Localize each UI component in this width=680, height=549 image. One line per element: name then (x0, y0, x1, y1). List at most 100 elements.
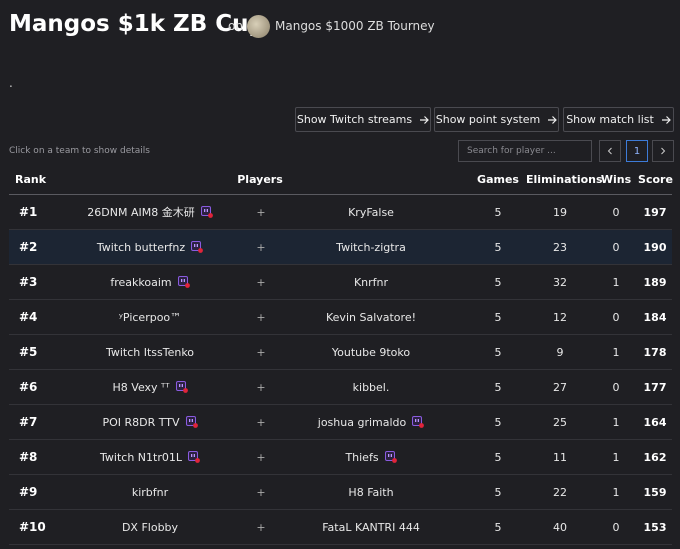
player-cell: Kevin Salvatore! (292, 299, 451, 335)
team-row[interactable]: #5 Twitch ItssTenko + Youtube 9toko 5 9 1 178 (9, 334, 673, 370)
eliminations: 12 (526, 299, 595, 335)
separator: + (230, 229, 292, 265)
games: 5 (470, 404, 527, 440)
games: 5 (470, 299, 527, 335)
page-button[interactable]: 1 (626, 140, 648, 162)
score: 184 (638, 299, 673, 335)
player-cell: Thiefs (292, 439, 451, 475)
spacer (450, 404, 471, 440)
team-row[interactable]: #10 DX Flobby + FataL KANTRI 444 5 40 0 153 (9, 509, 673, 545)
separator: + (230, 404, 292, 440)
wins: 1 (594, 404, 639, 440)
eliminations: 11 (526, 439, 595, 475)
player-cell: joshua grimaldo (292, 404, 451, 440)
button[interactable]: Show match list (563, 107, 674, 132)
hint: Click on a team to show details (9, 146, 150, 156)
spacer (450, 334, 471, 370)
player-cell: Twitch-zigtra (292, 229, 451, 265)
button[interactable]: Show point system (434, 107, 559, 132)
rank: #8 (9, 439, 70, 475)
player-name: Twitch ItssTenko (105, 345, 195, 359)
team-row[interactable]: #7 POI R8DR TTV + joshua grimaldo 5 25 1 164 (9, 404, 673, 440)
team-row[interactable]: #9 kirbfnr + H8 Faith 5 22 1 159 (9, 474, 673, 510)
tourney-link[interactable]: Mangos $1000 ZB Tourney (275, 19, 435, 33)
rank: #10 (9, 509, 70, 545)
button[interactable]: Show Twitch streams (295, 107, 431, 132)
games: 5 (470, 369, 527, 405)
player-cell: Twitch ItssTenko (70, 334, 230, 370)
player-name: ʸPicerpoo™ (118, 310, 182, 324)
team-row[interactable]: #6 H8 Vexy ᵀᵀ + kibbel. 5 27 0 177 (9, 369, 673, 405)
twitch-icon (185, 415, 198, 428)
player-name: POI R8DR TTV (102, 415, 180, 429)
player-name: kirbfnr (131, 485, 169, 499)
prev-page[interactable] (599, 140, 621, 162)
player-name: freakkoaim (110, 275, 172, 289)
eliminations: 25 (526, 404, 595, 440)
next-page[interactable] (652, 140, 674, 162)
twitch-icon (175, 380, 188, 393)
separator: + (230, 439, 292, 475)
player-cell: kibbel. (292, 369, 451, 405)
player-cell: H8 Faith (292, 474, 451, 510)
player-name: Thiefs (345, 450, 379, 464)
score: 178 (638, 334, 673, 370)
player-cell: H8 Vexy ᵀᵀ (70, 369, 230, 405)
column-header: Games (470, 165, 527, 195)
column-header: Wins (594, 165, 639, 195)
twitch-icon (384, 450, 397, 463)
twitch-icon (412, 415, 425, 428)
twitch-icon (200, 206, 213, 218)
team-row[interactable]: #4 ʸPicerpoo™ + Kevin Salvatore! 5 12 0 184 (9, 299, 673, 335)
games: 5 (470, 439, 527, 475)
spacer (450, 264, 471, 300)
player-cell: DX Flobby (70, 509, 230, 545)
search-input[interactable]: Search for player ... (458, 140, 592, 162)
spacer (450, 509, 471, 545)
separator: + (230, 474, 292, 510)
player-cell: Twitch butterfnz (70, 229, 230, 265)
team-row[interactable]: #1 26DNM AIM8 金木研 + KryFalse 5 19 0 197 (9, 194, 673, 230)
button-label: Show point system (435, 113, 541, 126)
team-row[interactable]: #2 Twitch butterfnz + Twitch-zigtra 5 23 0 190 (9, 229, 673, 265)
player-name: 26DNM AIM8 金木研 (87, 206, 195, 219)
separator: + (230, 509, 292, 545)
button-label: Show Twitch streams (296, 113, 413, 126)
player-cell: POI R8DR TTV (70, 404, 230, 440)
score: 162 (638, 439, 673, 475)
games: 5 (470, 509, 527, 545)
wins: 0 (594, 509, 639, 545)
rank: #4 (9, 299, 70, 335)
wins: 1 (594, 439, 639, 475)
separator: + (230, 264, 292, 300)
button-label: Show match list (566, 113, 654, 126)
games: 5 (470, 474, 527, 510)
score: 190 (638, 229, 673, 265)
leaderboard: Rank Players Games Eliminations Wins Sco… (9, 165, 673, 545)
games: 5 (470, 334, 527, 370)
player-name: kibbel. (352, 380, 390, 394)
player-name: Twitch-zigtra (336, 240, 406, 254)
wins: 1 (594, 264, 639, 300)
team-row[interactable]: #3 freakkoaim + Knrfnr 5 32 1 189 (9, 264, 673, 300)
player-name: Twitch N1tr01L (100, 450, 182, 464)
eliminations: 32 (526, 264, 595, 300)
spacer (450, 474, 471, 510)
wins: 0 (594, 369, 639, 405)
team-row[interactable]: #8 Twitch N1tr01L + Thiefs 5 11 1 162 (9, 439, 673, 475)
player-name: DX Flobby (121, 520, 179, 534)
player-name: Knrfnr (353, 275, 389, 289)
games: 5 (470, 229, 527, 265)
player-cell: Youtube 9toko (292, 334, 451, 370)
games: 5 (470, 264, 527, 300)
eliminations: 22 (526, 474, 595, 510)
player-name: H8 Vexy ᵀᵀ (112, 380, 170, 394)
eliminations: 9 (526, 334, 595, 370)
arrow-icon (548, 115, 558, 124)
player-cell: ʸPicerpoo™ (70, 299, 230, 335)
spacer (450, 194, 471, 230)
player-cell: KryFalse (292, 194, 451, 230)
eliminations: 40 (526, 509, 595, 545)
wins: 0 (594, 299, 639, 335)
